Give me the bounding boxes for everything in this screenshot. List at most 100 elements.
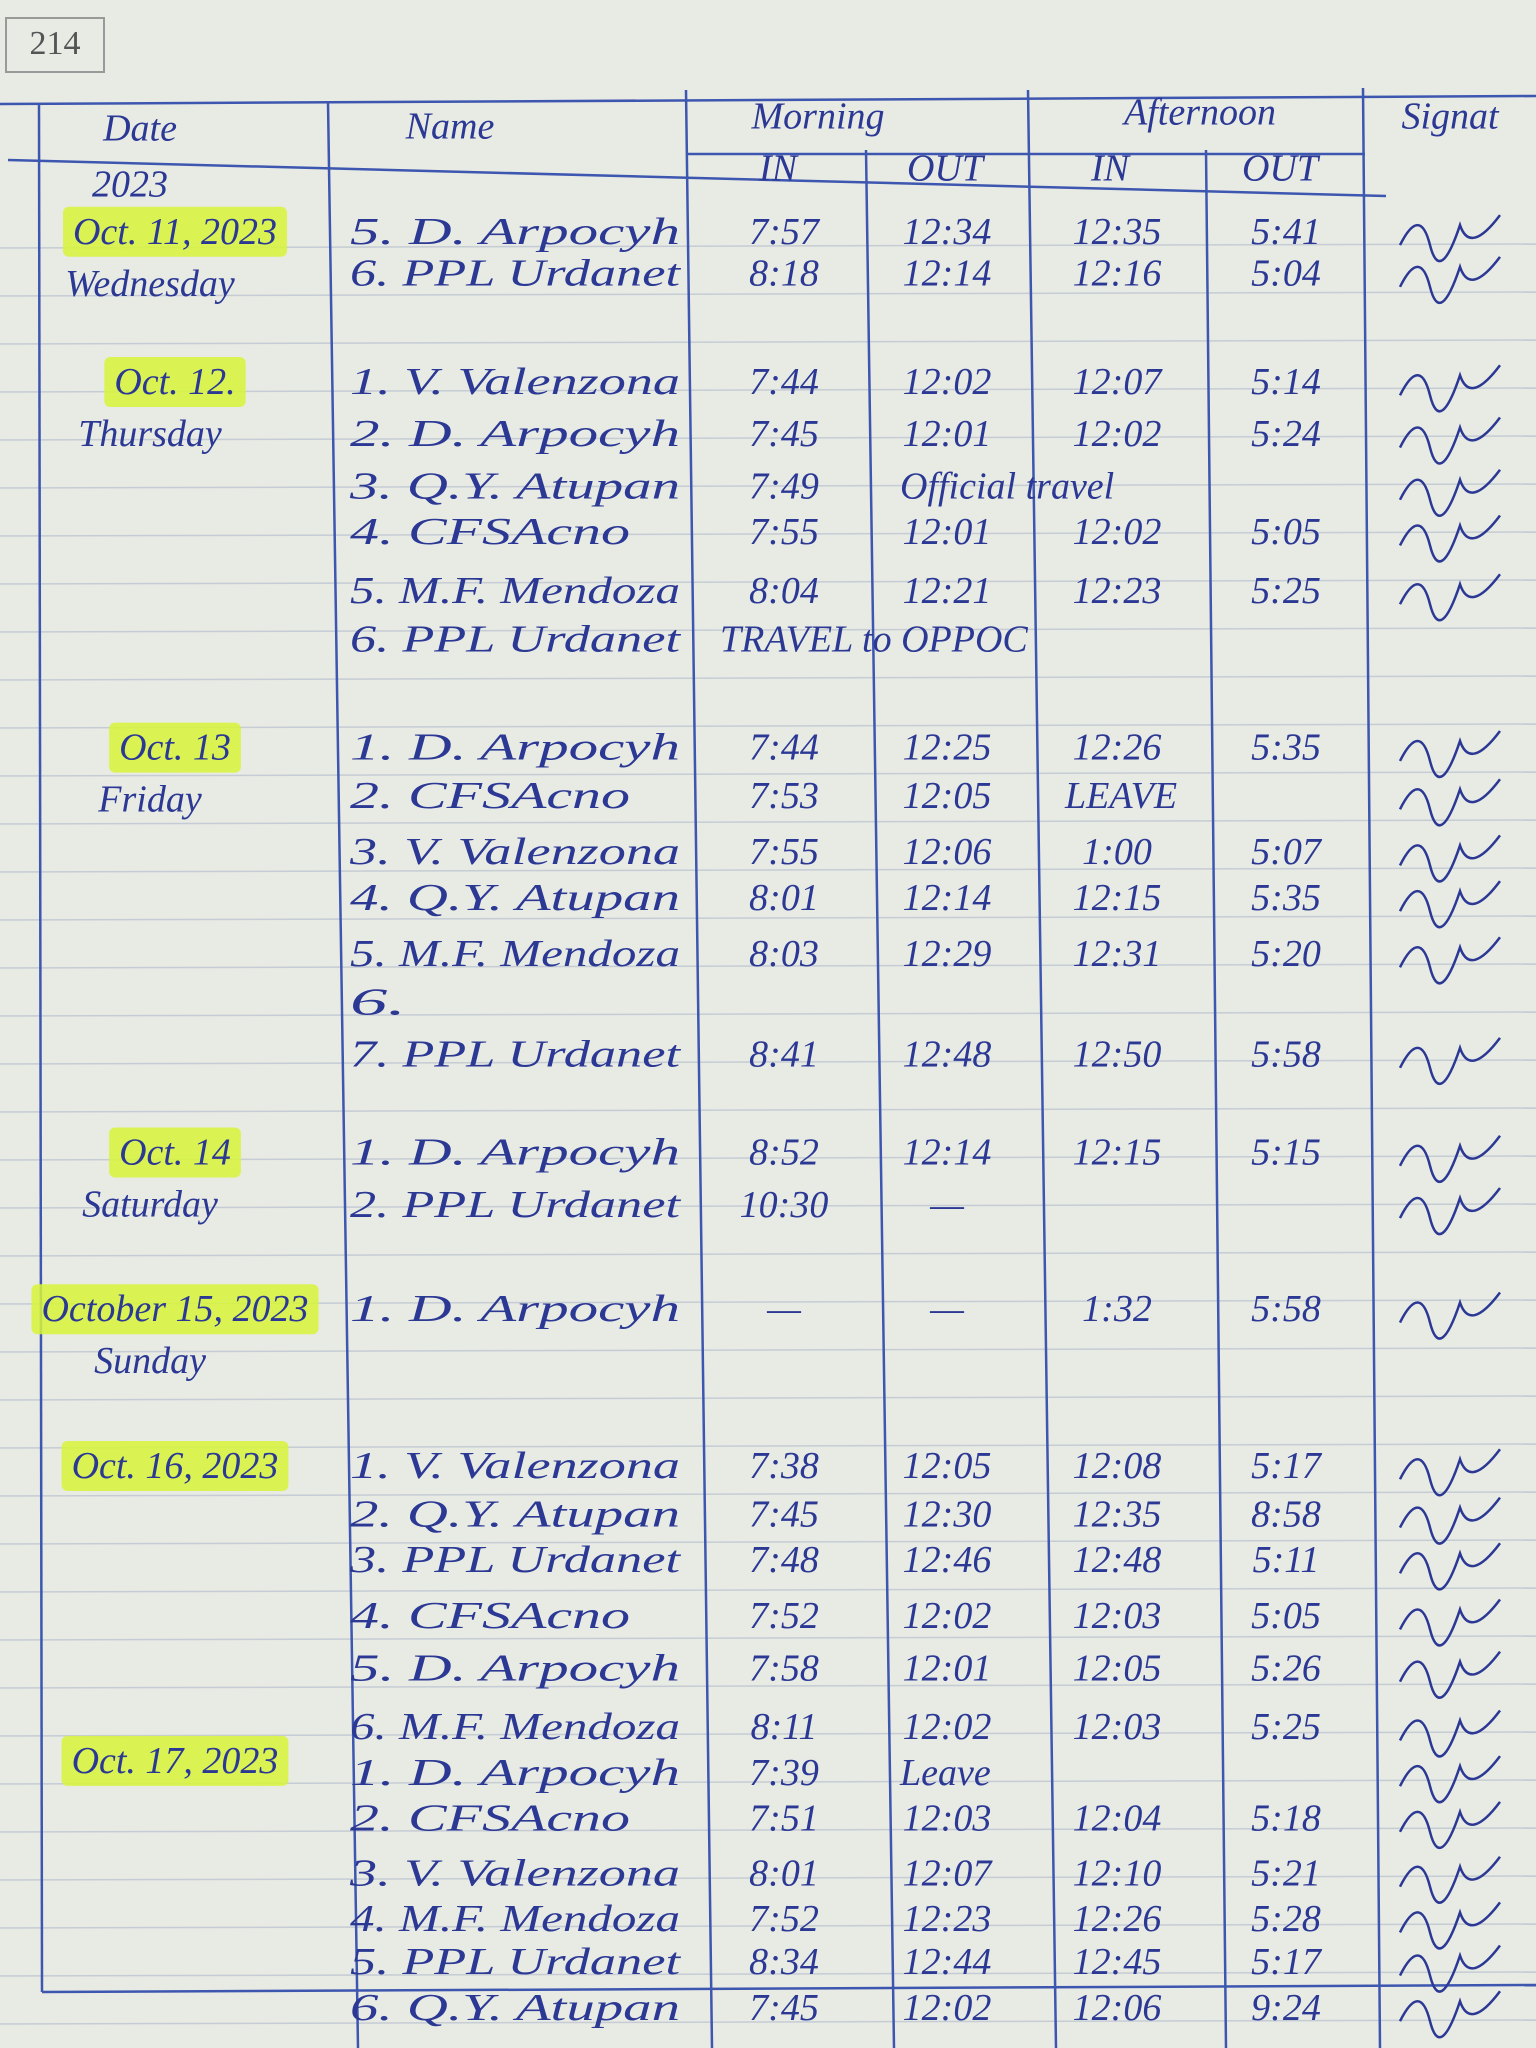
entries: Oct. 11, 2023 Wednesday 5. D. Arpocyh 7:57 1… [41, 211, 1501, 2039]
signature [1398, 1135, 1501, 1184]
time: 7:45 [749, 1493, 819, 1535]
ruled-line [0, 1059, 1536, 1065]
time: 12:26 [1073, 727, 1162, 769]
person-name: 1. V. Valenzona [350, 361, 680, 403]
weekday: Sunday [94, 1340, 206, 1382]
weekday: Friday [97, 779, 202, 821]
column-line [1361, 87, 1382, 2048]
signature [1398, 730, 1501, 779]
time: 12:01 [903, 511, 992, 553]
afternoon-in-header: IN [1090, 148, 1132, 190]
time: 12:35 [1073, 1493, 1162, 1535]
time: 5:28 [1251, 1898, 1321, 1940]
time: 12:06 [1073, 1987, 1162, 2029]
header-bottom-line [7, 158, 1387, 198]
afternoon-header: Afternoon [1121, 92, 1276, 134]
time: 12:03 [1073, 1706, 1162, 1748]
ruled-line [0, 1155, 1536, 1161]
signature [1398, 1855, 1501, 1904]
ruled-line [0, 1971, 1536, 1977]
ruled-line [0, 291, 1536, 297]
person-name: 3. PPL Urdanet [349, 1539, 682, 1581]
time: 9:24 [1251, 1987, 1321, 2029]
time: 7:45 [749, 1987, 819, 2029]
highlights [31, 206, 319, 1786]
time: 12:03 [1073, 1595, 1162, 1637]
date-highlight [62, 206, 288, 257]
time: 8:04 [749, 570, 819, 612]
ruled-line [0, 819, 1536, 825]
time: 12:15 [1073, 1132, 1162, 1174]
time: 8:01 [749, 877, 819, 919]
time: 12:15 [1073, 877, 1162, 919]
date-highlight [31, 1284, 319, 1335]
ruled-line [0, 1683, 1536, 1689]
signature [1398, 1801, 1501, 1850]
time: 8:11 [751, 1706, 818, 1748]
note: TRAVEL to OPPOC [720, 618, 1028, 660]
ruled-line [0, 1923, 1536, 1929]
person-name: 5. PPL Urdanet [350, 1941, 682, 1983]
time: 5:58 [1251, 1034, 1321, 1076]
time: 5:26 [1251, 1647, 1321, 1689]
time: 12:48 [1073, 1539, 1162, 1581]
date-highlight [104, 356, 246, 407]
ruled-line [0, 1347, 1536, 1353]
signature [1398, 364, 1501, 413]
time: 5:15 [1251, 1132, 1321, 1174]
person-name: 5. D. Arpocyh [350, 211, 680, 253]
left-border [37, 103, 44, 1993]
time: 5:07 [1251, 831, 1323, 873]
ruled-line [0, 627, 1536, 633]
date: Oct. 13 [119, 727, 231, 769]
signature [1398, 834, 1501, 883]
person-name: 4. M.F. Mendoza [350, 1898, 680, 1940]
time: 7:48 [749, 1539, 819, 1581]
time: 12:07 [1073, 361, 1164, 403]
time: 12:04 [1073, 1798, 1162, 1840]
signature [1398, 1650, 1501, 1699]
person-name: 4. CFSAcno [350, 511, 630, 553]
ruled-line [0, 723, 1536, 729]
time: 12:02 [903, 361, 992, 403]
person-name: 5. M.F. Mendoza [350, 933, 680, 975]
time: 12:29 [903, 933, 992, 975]
morning-in-header: IN [758, 148, 800, 190]
person-name: 5. M.F. Mendoza [350, 570, 680, 612]
signature [1398, 468, 1501, 517]
time: 12:05 [903, 775, 992, 817]
ruled-line [0, 1539, 1536, 1545]
signature [1398, 778, 1501, 827]
ruled-line [0, 1491, 1536, 1497]
time: 7:39 [749, 1752, 819, 1794]
ruled-line [0, 483, 1536, 489]
signature [1398, 1037, 1501, 1086]
signature [1398, 256, 1501, 305]
ruled-line [0, 1635, 1536, 1641]
ruled-line [0, 339, 1536, 345]
bottom-border [41, 1983, 1536, 1994]
time: 7:57 [749, 211, 821, 253]
morning-header: Morning [751, 96, 885, 138]
time: 5:17 [1251, 1941, 1323, 1983]
date-highlight [61, 1735, 289, 1786]
ruled-line [0, 1251, 1536, 1257]
time: 7:44 [749, 727, 819, 769]
time: 5:17 [1251, 1445, 1323, 1487]
ruled-line [0, 963, 1536, 969]
person-name: 2. CFSAcno [350, 1798, 630, 1840]
time: 8:34 [749, 1941, 819, 1983]
time: 5:25 [1251, 1706, 1321, 1748]
time: 12:05 [903, 1445, 992, 1487]
signature [1398, 1496, 1501, 1545]
signature [1398, 573, 1501, 622]
time: 7:55 [749, 831, 819, 873]
time: 10:30 [740, 1184, 829, 1226]
time: 12:16 [1073, 253, 1162, 295]
time: 12:35 [1073, 211, 1162, 253]
person-name: 3. V. Valenzona [349, 1852, 680, 1894]
ruled-line [0, 915, 1536, 921]
column-line [1026, 89, 1058, 2048]
time: 8:52 [749, 1132, 819, 1174]
weekday: Wednesday [65, 263, 235, 305]
